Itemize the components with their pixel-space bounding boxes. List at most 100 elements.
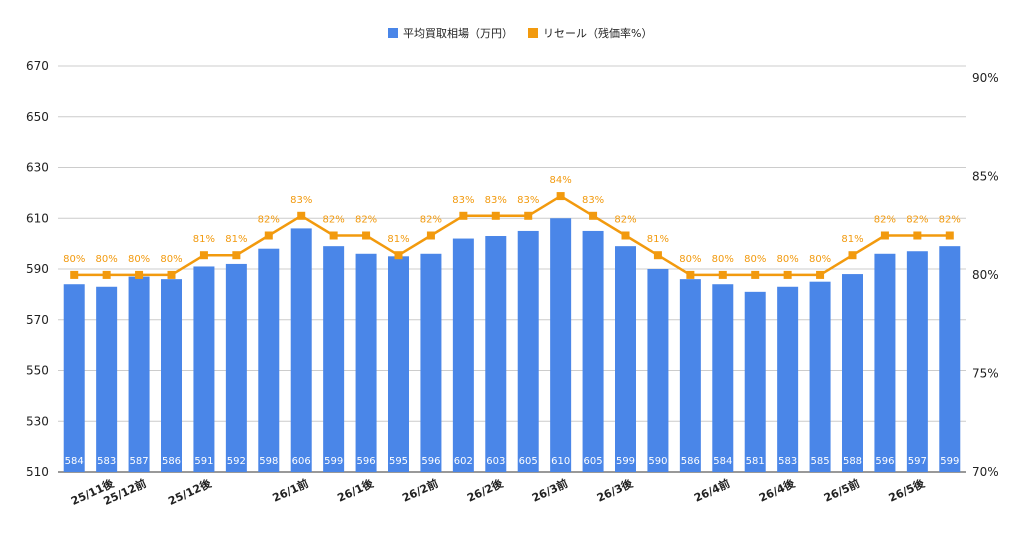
bar-data-label: 596 [421, 456, 440, 467]
bar-data-label: 583 [778, 456, 797, 467]
bar-data-label: 605 [584, 456, 603, 467]
bar-data-label: 606 [292, 456, 311, 467]
bar [323, 246, 345, 472]
bar-data-label: 586 [681, 456, 700, 467]
line-data-label: 82% [939, 214, 961, 225]
line-data-label: 83% [452, 195, 474, 206]
bar-data-label: 592 [227, 456, 246, 467]
bar-data-label: 584 [713, 456, 732, 467]
legend-swatch-resale [528, 28, 538, 38]
bar [842, 274, 863, 472]
line-point [848, 251, 857, 260]
bar [874, 253, 896, 472]
line-point [167, 270, 176, 279]
y-left-tick-label: 670 [26, 59, 49, 73]
line-point [718, 270, 727, 279]
y-left-tick-label: 650 [26, 110, 49, 124]
y-right-tick-label: 85% [972, 169, 999, 183]
line-point [491, 211, 500, 220]
line-data-label: 83% [290, 195, 312, 206]
line-data-label: 80% [160, 254, 182, 265]
line-point [297, 211, 306, 220]
bar-data-label: 599 [324, 456, 343, 467]
bar-data-label: 586 [162, 456, 181, 467]
bar-data-label: 587 [130, 456, 149, 467]
bar-data-label: 596 [357, 456, 376, 467]
x-tick-label: 26/5前 [821, 476, 861, 505]
line-point [199, 251, 208, 260]
x-tick-label: 26/4後 [757, 476, 798, 505]
y-right-tick-label: 75% [972, 366, 999, 380]
bars-layer: 584 583 587 586 591 592 598 606 599 596 595 596 602 6… [63, 218, 961, 472]
line-data-label: 80% [96, 254, 118, 265]
bar [777, 286, 799, 472]
line-data-label: 81% [387, 234, 409, 245]
bar [388, 256, 409, 472]
bar [550, 218, 572, 472]
line-point [945, 231, 954, 240]
y-left-tick-label: 610 [26, 211, 49, 225]
bar [939, 246, 961, 472]
line-data-label: 82% [258, 214, 280, 225]
bar-data-label: 610 [551, 456, 570, 467]
bar [96, 286, 118, 472]
bar-data-label: 597 [908, 456, 927, 467]
bar-data-label: 602 [454, 456, 473, 467]
line-point [135, 270, 144, 279]
y-right-tick-label: 90% [972, 71, 999, 85]
bar [258, 248, 280, 472]
bar-data-label: 581 [746, 456, 765, 467]
line-point [751, 270, 760, 279]
bar-data-label: 596 [875, 456, 894, 467]
line-point [524, 211, 533, 220]
line-data-label: 82% [420, 214, 442, 225]
bar-data-label: 584 [65, 456, 84, 467]
y-left-tick-label: 630 [26, 161, 49, 175]
line-data-label: 80% [744, 254, 766, 265]
line-data-label: 83% [485, 195, 507, 206]
line-point [621, 231, 630, 240]
line-point [70, 270, 79, 279]
bar-data-label: 583 [97, 456, 116, 467]
x-tick-label: 26/3後 [594, 476, 635, 505]
bar-data-label: 595 [389, 456, 408, 467]
x-tick-label: 26/3前 [530, 476, 570, 505]
line-data-label: 80% [712, 254, 734, 265]
x-tick-label: 26/1後 [335, 476, 376, 505]
x-tick-label: 26/5後 [886, 476, 927, 505]
bar [225, 263, 247, 472]
line-data-label: 80% [679, 254, 701, 265]
line-point [459, 211, 468, 220]
bar [290, 228, 312, 472]
line-point [264, 231, 273, 240]
bar-data-label: 599 [616, 456, 635, 467]
bar [485, 236, 507, 472]
bar [712, 284, 734, 472]
x-tick-label: 25/12後 [166, 476, 214, 508]
y-left-tick-label: 550 [26, 364, 49, 378]
bar [582, 230, 604, 472]
line-point [102, 270, 111, 279]
line-data-label: 81% [647, 234, 669, 245]
bar [420, 253, 442, 472]
line-point [329, 231, 338, 240]
line-point [880, 231, 889, 240]
line-data-label: 83% [582, 195, 604, 206]
line-data-label: 81% [841, 234, 863, 245]
bar [128, 276, 150, 472]
bar-data-label: 585 [811, 456, 830, 467]
legend-label-resale: リセール（残価率%） [543, 26, 652, 40]
legend-label-price: 平均買取相場（万円） [403, 27, 513, 40]
line-data-label: 82% [874, 214, 896, 225]
y-left-tick-label: 510 [26, 465, 49, 479]
bar [355, 253, 377, 472]
line-data-label: 82% [906, 214, 928, 225]
x-tick-label: 26/1前 [270, 476, 310, 505]
line-layer: 80% 80% 80% 80% 81% 81% 82% 83% 82% 82% 81% 82% 83% 8… [63, 175, 961, 279]
x-tick-label: 26/4前 [692, 476, 732, 505]
y-left-tick-label: 530 [26, 414, 49, 428]
line-data-label: 80% [63, 254, 85, 265]
line-data-label: 80% [777, 254, 799, 265]
